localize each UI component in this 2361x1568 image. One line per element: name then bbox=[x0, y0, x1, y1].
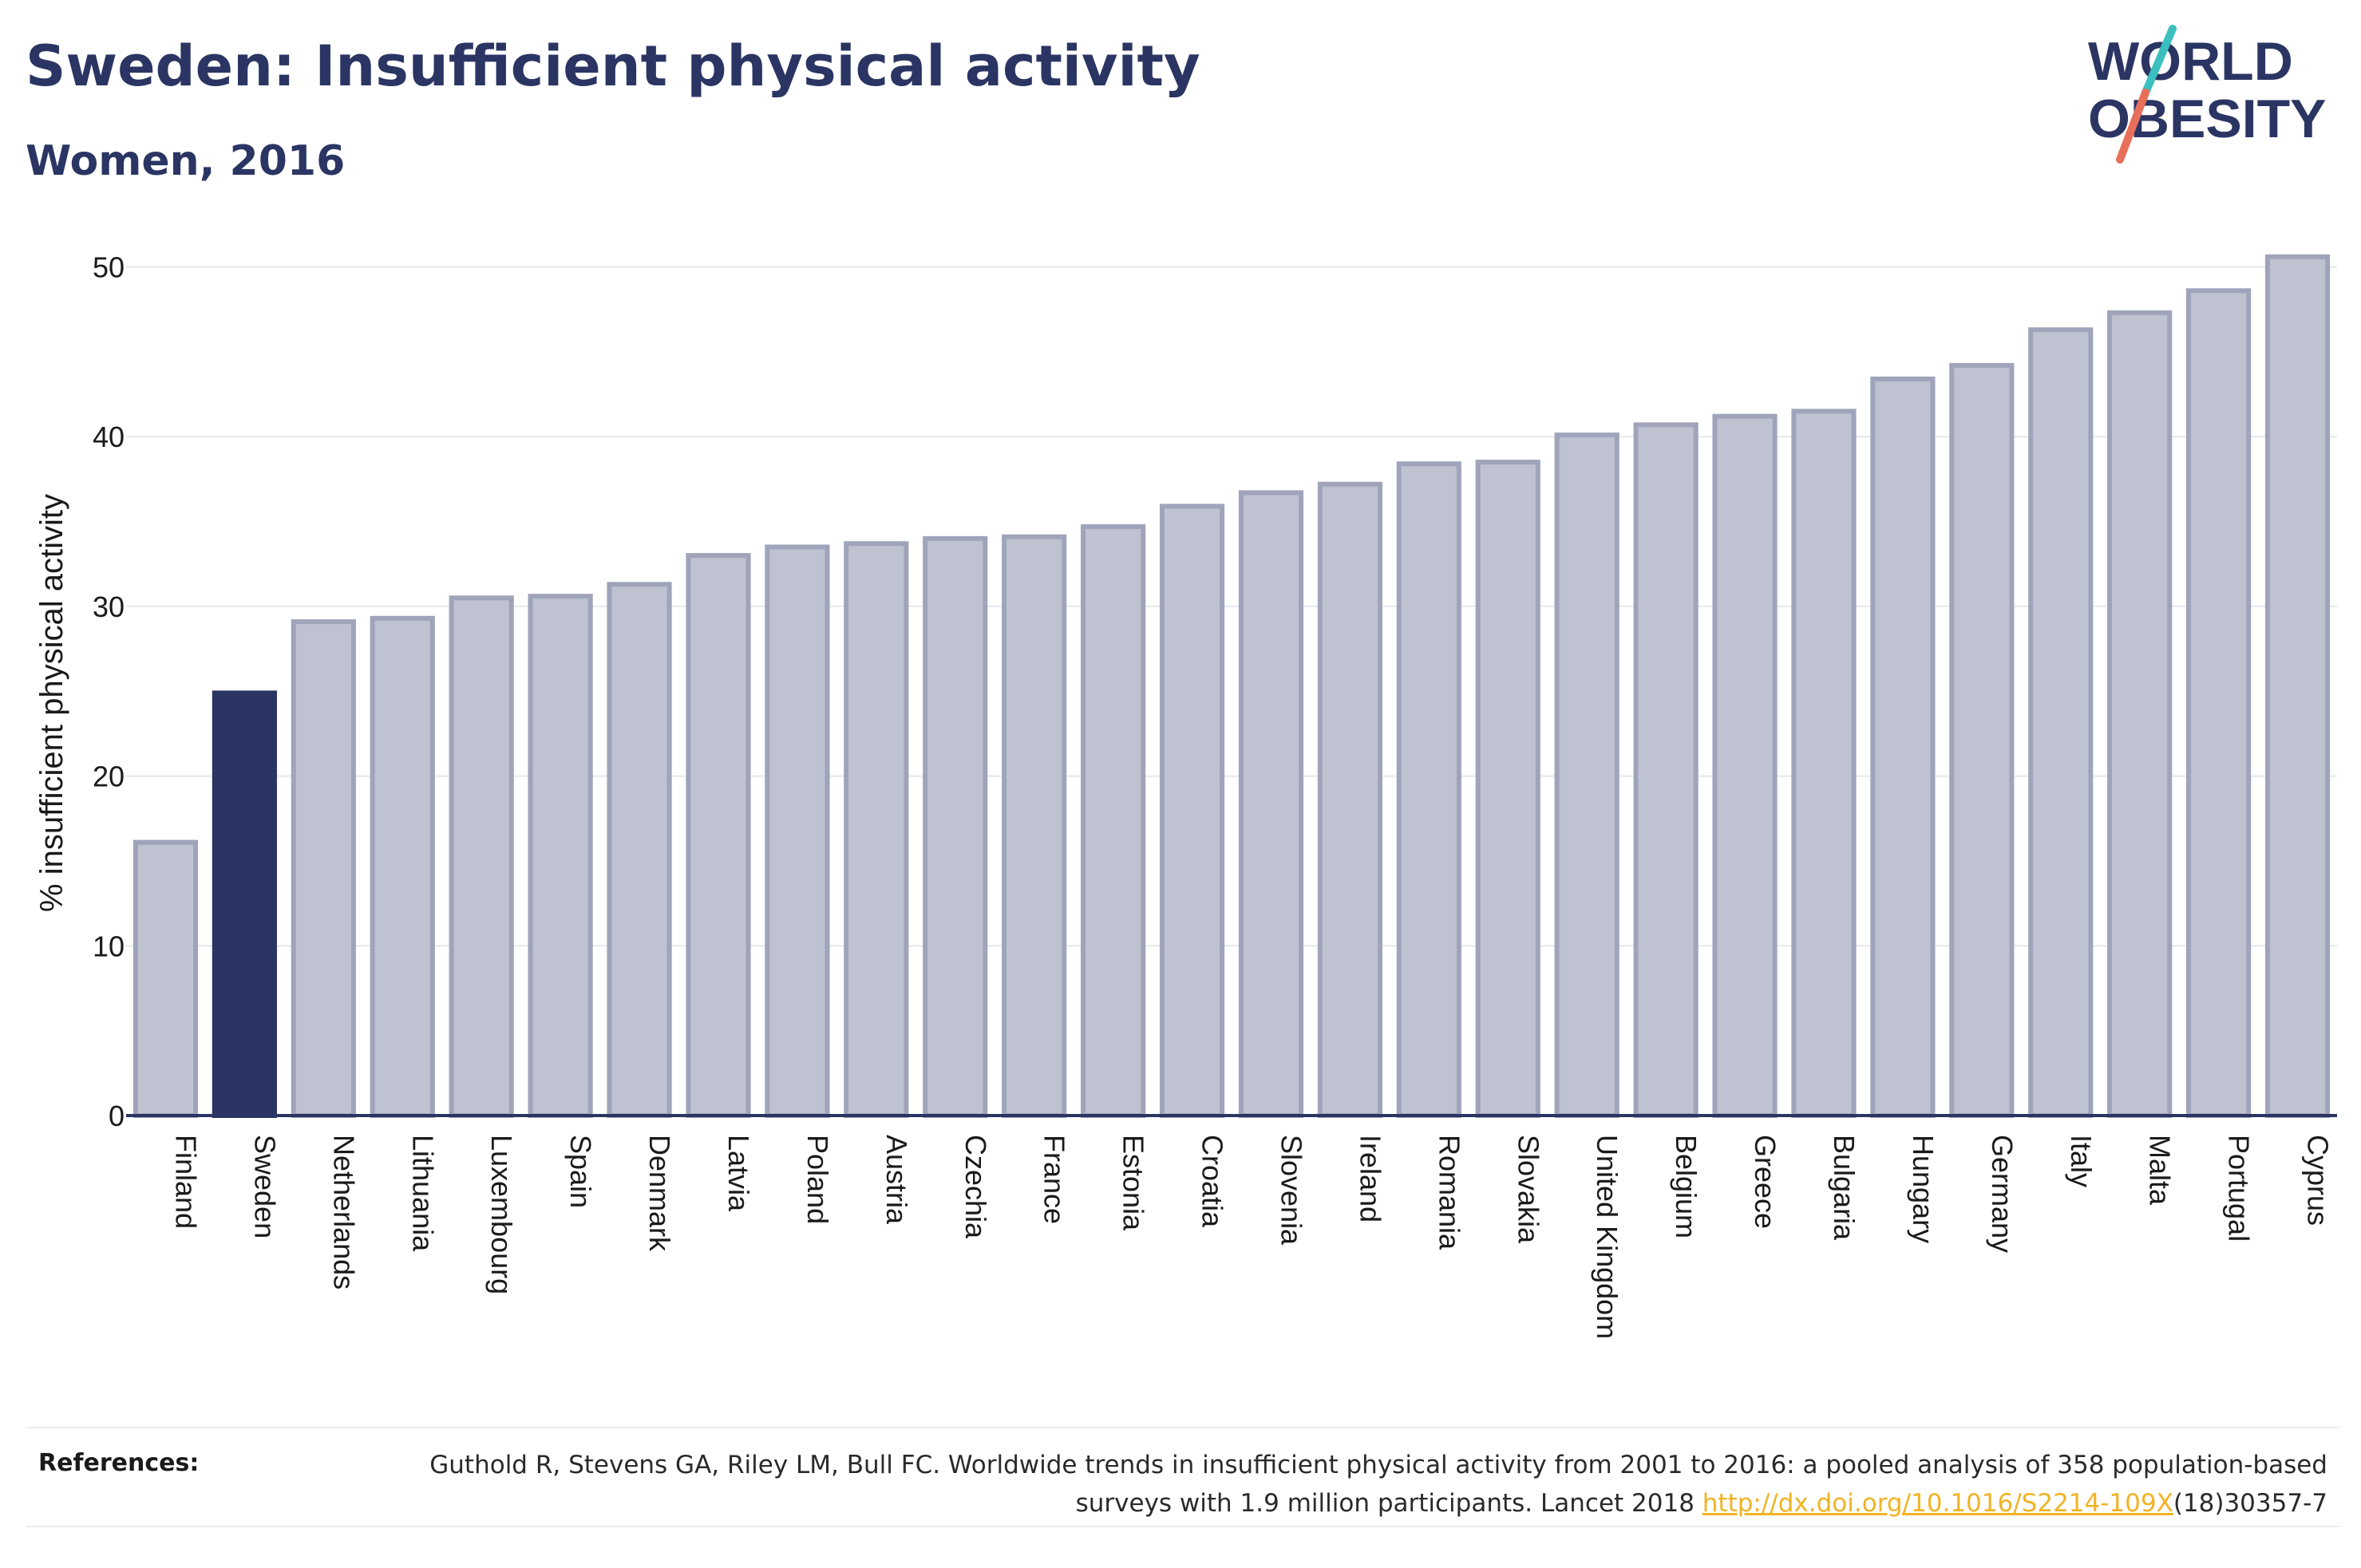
x-tick-label: Denmark bbox=[643, 1135, 676, 1252]
chart-title: Sweden: Insufficient physical activity bbox=[26, 34, 1200, 99]
x-tick-label: Finland bbox=[169, 1135, 202, 1229]
x-tick-label: Czechia bbox=[959, 1135, 992, 1239]
bar-sweden bbox=[212, 690, 277, 1118]
references-citation-end: (18)30357-7 bbox=[2173, 1489, 2327, 1518]
bar-greece bbox=[1712, 413, 1778, 1118]
bar-bulgaria bbox=[1791, 409, 1857, 1118]
bar-france bbox=[1002, 534, 1067, 1118]
bars-layer bbox=[132, 254, 2331, 1119]
y-tick-labels: 0 10 20 30 40 50 bbox=[93, 251, 125, 1132]
x-tick-labels: Finland Sweden Netherlands Lithuania Luxembo… bbox=[169, 1135, 2334, 1339]
bar-denmark bbox=[607, 582, 672, 1118]
x-tick-label: Latvia bbox=[722, 1135, 755, 1212]
references-label: References: bbox=[38, 1449, 200, 1477]
x-tick-label: Greece bbox=[1749, 1135, 1782, 1229]
references-text: Guthold R, Stevens GA, Riley LM, Bull FC… bbox=[412, 1446, 2327, 1523]
x-tick-label: Hungary bbox=[1907, 1135, 1940, 1243]
logo-line1: WORLD bbox=[2088, 31, 2293, 92]
bar-cyprus bbox=[2264, 254, 2331, 1118]
bar-estonia bbox=[1081, 523, 1146, 1118]
bar-malta bbox=[2107, 310, 2173, 1118]
bar-luxembourg bbox=[449, 595, 514, 1118]
x-tick-label: Germany bbox=[1986, 1135, 2019, 1253]
x-tick-label: Austria bbox=[880, 1135, 913, 1225]
x-tick-label: Italy bbox=[2065, 1135, 2098, 1187]
x-tick-label: France bbox=[1038, 1135, 1071, 1224]
bar-italy bbox=[2028, 327, 2094, 1118]
x-tick-label: Luxembourg bbox=[485, 1135, 518, 1294]
bar-poland bbox=[765, 544, 830, 1118]
x-tick-label: Romania bbox=[1433, 1135, 1465, 1250]
references-citation: Guthold R, Stevens GA, Riley LM, Bull FC… bbox=[429, 1451, 2327, 1518]
x-tick-label: United Kingdom bbox=[1591, 1135, 1623, 1339]
bar-spain bbox=[528, 594, 593, 1118]
bar-finland bbox=[132, 839, 199, 1119]
x-tick-label: Ireland bbox=[1354, 1135, 1386, 1222]
world-obesity-logo: WORLD OBESITY bbox=[2088, 25, 2327, 164]
x-tick-label: Lithuania bbox=[406, 1135, 439, 1252]
bar-ireland bbox=[1317, 481, 1382, 1118]
bar-germany bbox=[1949, 362, 2015, 1118]
bar-romania bbox=[1396, 461, 1461, 1118]
x-tick-label: Estonia bbox=[1117, 1135, 1150, 1231]
x-tick-label: Croatia bbox=[1196, 1135, 1229, 1228]
x-tick-label: Spain bbox=[564, 1135, 597, 1208]
y-tick-label: 20 bbox=[93, 760, 125, 793]
y-tick-label: 30 bbox=[93, 590, 125, 623]
x-tick-label: Portugal bbox=[2223, 1135, 2256, 1242]
bar-czechia bbox=[923, 535, 988, 1118]
bar-latvia bbox=[686, 553, 751, 1118]
bar-slovenia bbox=[1238, 490, 1304, 1118]
x-tick-label: Bulgaria bbox=[1828, 1135, 1861, 1241]
chart-subtitle: Women, 2016 bbox=[26, 137, 346, 185]
footer-divider-bottom bbox=[26, 1526, 2340, 1527]
x-tick-label: Poland bbox=[801, 1135, 834, 1224]
y-tick-label: 0 bbox=[109, 1100, 125, 1132]
bar-belgium bbox=[1633, 422, 1699, 1118]
bar-portugal bbox=[2186, 288, 2252, 1118]
bar-lithuania bbox=[370, 615, 435, 1118]
y-tick-label: 50 bbox=[93, 251, 125, 284]
bar-austria bbox=[844, 541, 909, 1118]
logo-slash-bottom bbox=[2116, 89, 2149, 164]
bar-united-kingdom bbox=[1554, 432, 1619, 1118]
references-doi-link[interactable]: http://dx.doi.org/10.1016/S2214-109X bbox=[1702, 1489, 2173, 1518]
bar-hungary bbox=[1870, 376, 1936, 1118]
y-tick-label: 40 bbox=[93, 421, 125, 453]
logo-slash-top bbox=[2142, 25, 2177, 97]
x-tick-label: Malta bbox=[2144, 1135, 2177, 1206]
bar-slovakia bbox=[1475, 460, 1540, 1118]
x-tick-label: Slovakia bbox=[1512, 1135, 1544, 1244]
x-tick-label: Belgium bbox=[1670, 1135, 1703, 1238]
x-tick-label: Sweden bbox=[248, 1135, 281, 1238]
footer-divider-top bbox=[26, 1427, 2340, 1428]
x-tick-label: Netherlands bbox=[327, 1135, 360, 1290]
x-tick-label: Cyprus bbox=[2302, 1135, 2335, 1226]
y-axis-label: % insufficient physical activity bbox=[34, 494, 69, 912]
bar-netherlands bbox=[291, 619, 356, 1118]
y-tick-label: 10 bbox=[93, 930, 125, 962]
bar-croatia bbox=[1159, 504, 1225, 1118]
x-tick-label: Slovenia bbox=[1275, 1135, 1307, 1246]
